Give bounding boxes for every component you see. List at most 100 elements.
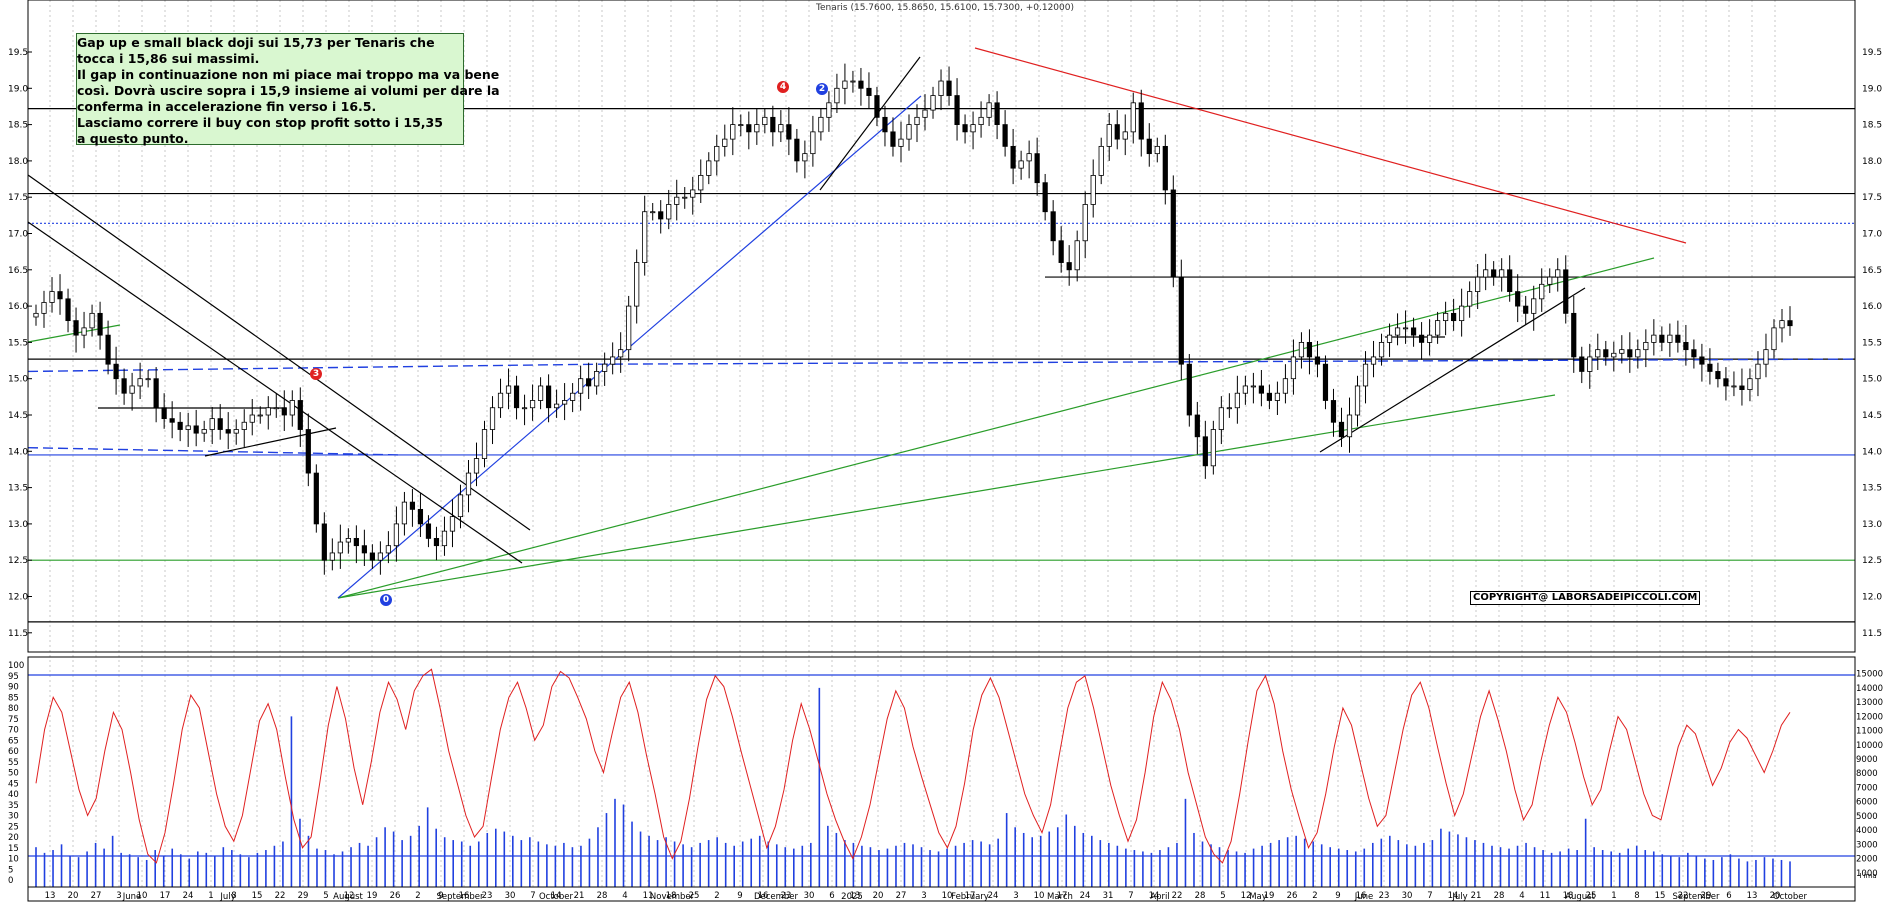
down-trendline-1: [27, 221, 523, 564]
candle-body: [1394, 327, 1401, 336]
x-axis-end-label: I ima: [1859, 872, 1876, 880]
candle-body: [1354, 385, 1361, 416]
x-tick-label: 23: [781, 891, 792, 901]
x-tick-label: 30: [505, 891, 516, 901]
x-tick-label: 10: [137, 891, 148, 901]
x-tick-label: 7: [530, 891, 535, 901]
x-tick-label: 16: [758, 891, 769, 901]
candle-body: [1619, 349, 1625, 354]
y-tick-label-left: 13.5: [8, 484, 28, 494]
x-month-label: April: [1150, 892, 1169, 902]
x-tick-label: 9: [438, 891, 443, 901]
candle-body: [1595, 349, 1601, 358]
candle-body: [433, 538, 440, 547]
x-tick-label: 30: [1402, 891, 1413, 901]
candle-body: [658, 211, 664, 220]
candle-body: [810, 131, 816, 155]
x-tick-label: 8: [231, 891, 236, 901]
candle-body: [722, 138, 728, 147]
candle-body: [1627, 349, 1633, 358]
x-tick-label: 4: [622, 891, 627, 901]
x-tick-label: 4: [1519, 891, 1524, 901]
x-tick-label: 9: [737, 891, 742, 901]
candle-body: [962, 124, 968, 133]
candle-body: [1218, 407, 1224, 430]
candle-body: [818, 116, 824, 133]
x-month-label: July: [1451, 892, 1467, 902]
x-tick-label: 17: [160, 891, 171, 901]
candle-body: [233, 429, 239, 434]
candle-body: [986, 102, 992, 118]
candle-body: [770, 116, 776, 133]
x-tick-label: 29: [1701, 891, 1712, 901]
x-tick-label: 7: [1128, 891, 1133, 901]
resistance-trendline: [974, 47, 1687, 244]
candle-body: [698, 175, 704, 191]
candle-body: [1443, 312, 1449, 322]
candle-body: [1338, 421, 1345, 438]
candle-body: [1370, 356, 1377, 365]
volume-tick-label: 2000: [1856, 855, 1878, 865]
candle-body: [762, 116, 768, 125]
candle-body: [978, 116, 984, 125]
y-tick-label-right: 19.0: [1862, 84, 1882, 94]
y-tick-label-right: 15.0: [1862, 375, 1882, 385]
candle-body: [954, 95, 960, 125]
x-tick-label: 24: [1080, 891, 1091, 901]
candle-body: [1298, 341, 1305, 358]
candle-body: [457, 494, 464, 518]
osc-tick-label: 85: [8, 693, 19, 703]
candle-body: [1290, 356, 1297, 380]
candle-body: [1515, 291, 1521, 307]
candle-body: [746, 124, 752, 133]
x-tick-label: 12: [1241, 891, 1252, 901]
y-tick-label-left: 17.0: [8, 230, 28, 240]
osc-tick-label: 35: [8, 801, 19, 811]
candle-body: [1042, 182, 1048, 213]
candle-body: [49, 291, 55, 303]
volume-tick-label: 1000: [1856, 869, 1878, 879]
candle-body: [1178, 276, 1184, 365]
x-tick-label: 30: [804, 891, 815, 901]
wave-marker-2: 2: [816, 83, 828, 95]
candle-body: [409, 501, 416, 510]
osc-tick-label: 15: [8, 844, 19, 854]
volume-tick-label: 10000: [1856, 741, 1883, 751]
candle-body: [1451, 312, 1457, 322]
volume-tick-label: 5000: [1856, 812, 1878, 822]
y-tick-label-right: 18.0: [1862, 157, 1882, 167]
candle-body: [1266, 392, 1273, 401]
x-axis-frame: [27, 886, 1856, 902]
candle-body: [185, 425, 191, 430]
candle-body: [1715, 371, 1721, 380]
candle-body: [305, 429, 311, 474]
down-trendline-2: [27, 174, 531, 531]
osc-tick-label: 20: [8, 833, 19, 843]
candle-body: [177, 421, 183, 430]
y-tick-label-right: 13.5: [1862, 484, 1882, 494]
x-month-label: September: [1673, 892, 1720, 902]
osc-tick-label: 75: [8, 715, 19, 725]
candle-body: [618, 349, 624, 358]
volume-tick-label: 7000: [1856, 783, 1878, 793]
candle-body: [1066, 262, 1072, 271]
candle-body: [81, 327, 87, 336]
candle-body: [1747, 378, 1753, 390]
x-tick-label: 19: [367, 891, 378, 901]
candle-body: [1074, 240, 1080, 271]
x-tick-label: 13: [850, 891, 861, 901]
candle-body: [1114, 124, 1120, 140]
x-tick-label: 22: [1172, 891, 1183, 901]
candle-body: [826, 102, 832, 118]
candle-body: [1098, 145, 1104, 176]
candle-body: [1635, 349, 1641, 358]
note-line: Gap up e small black doji sui 15,73 per …: [77, 35, 435, 50]
volume-tick-label: 8000: [1856, 769, 1878, 779]
candle-body: [1050, 211, 1056, 242]
candle-body: [33, 312, 39, 318]
candle-body: [513, 385, 520, 409]
y-tick-label-left: 17.5: [8, 193, 28, 203]
x-tick-label: 22: [1678, 891, 1689, 901]
x-tick-label: 14: [1448, 891, 1459, 901]
y-tick-label-right: 16.0: [1862, 302, 1882, 312]
